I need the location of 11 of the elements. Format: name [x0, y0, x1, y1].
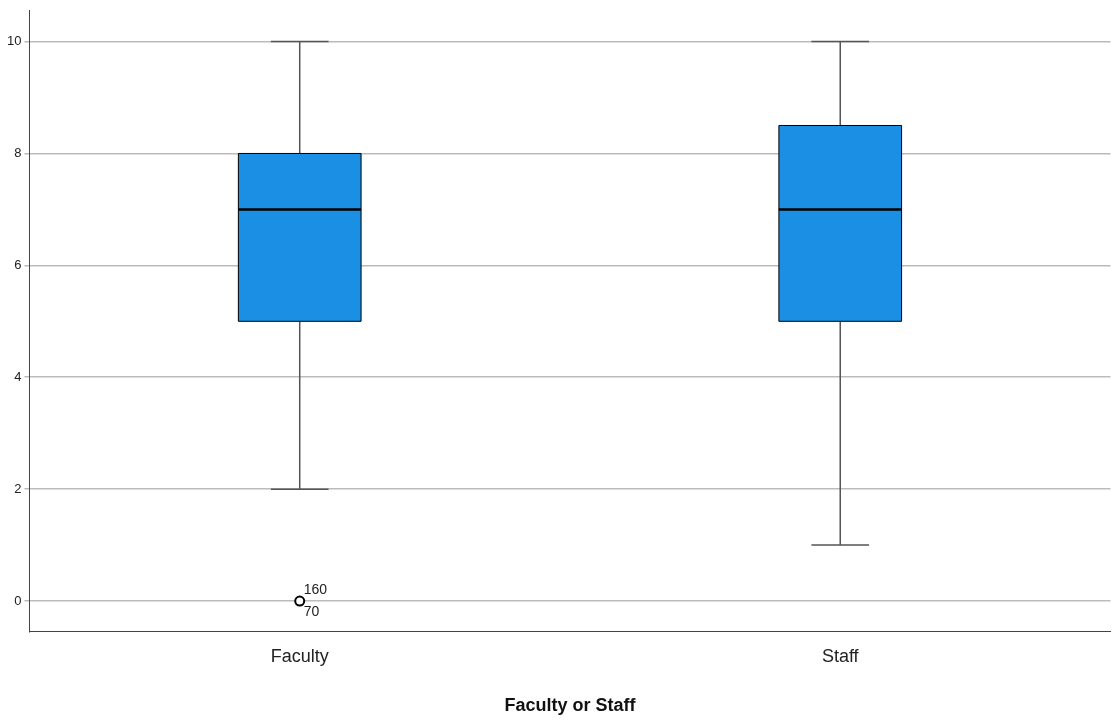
y-tick-label: 10 — [6, 33, 22, 49]
y-tick-label: 2 — [14, 480, 22, 496]
y-tick-label: 8 — [14, 145, 22, 161]
y-tick-label: 6 — [14, 256, 22, 272]
x-tick-label: Faculty — [270, 645, 329, 666]
annotation: 70 — [303, 602, 320, 619]
x-axis-title: Faculty or Staff — [504, 695, 637, 716]
x-tick-label: Staff — [821, 645, 860, 666]
annotation: 160 — [303, 580, 328, 597]
y-tick-label: 4 — [14, 368, 22, 384]
y-tick-label: 0 — [14, 592, 22, 608]
